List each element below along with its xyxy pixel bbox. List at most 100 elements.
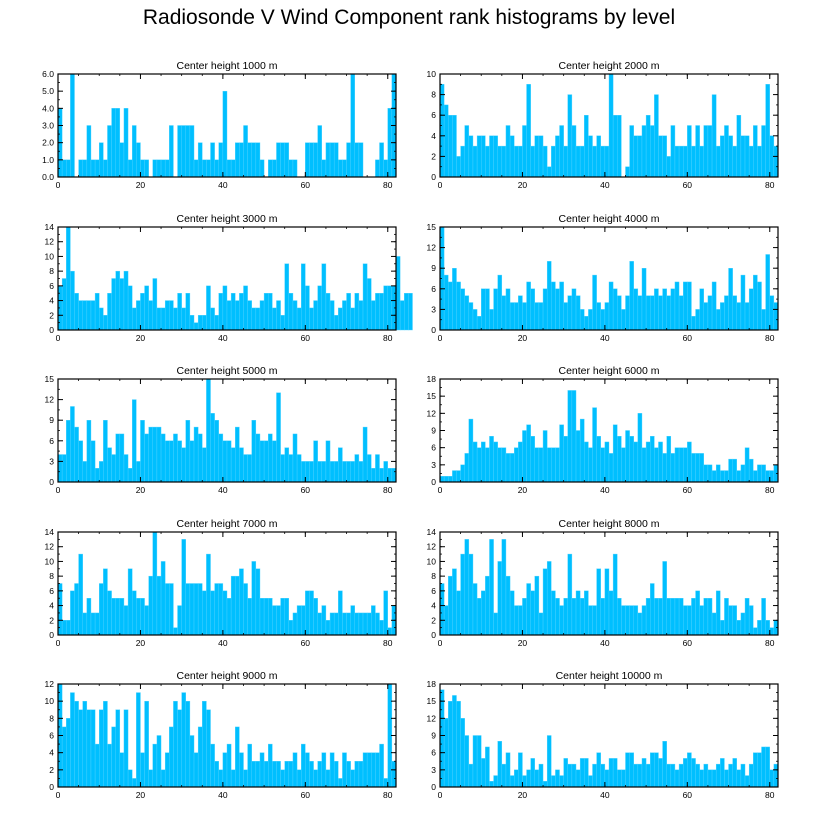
histogram-bar	[765, 620, 770, 636]
histogram-bar	[579, 145, 585, 178]
x-tick-label: 0	[438, 485, 443, 495]
histogram-bar	[654, 752, 659, 788]
histogram-bar	[489, 436, 494, 483]
histogram-bar	[292, 159, 298, 178]
histogram-bar	[169, 583, 174, 636]
histogram-bar	[658, 441, 663, 483]
histogram-bar	[313, 440, 318, 483]
histogram-bar	[559, 775, 564, 788]
x-tick-label: 0	[438, 638, 443, 648]
histogram-bar	[551, 775, 556, 788]
histogram-bar	[604, 441, 610, 483]
histogram-bar	[366, 752, 372, 788]
histogram-bar	[707, 125, 713, 178]
histogram-bar	[78, 709, 83, 788]
histogram-bar	[555, 769, 560, 788]
y-tick-label: 10	[45, 251, 55, 261]
histogram-bar	[579, 309, 585, 331]
histogram-bar	[509, 453, 515, 483]
histogram-bar	[765, 470, 770, 483]
histogram-bar	[489, 781, 494, 788]
histogram-bar	[284, 263, 290, 331]
histogram-bar	[358, 612, 364, 636]
x-tick-label: 40	[600, 333, 610, 343]
histogram-bar	[259, 300, 265, 331]
histogram-bar	[736, 114, 742, 178]
histogram-bar	[280, 142, 285, 178]
histogram-bar	[526, 281, 531, 331]
histogram-bar	[164, 752, 170, 788]
histogram-bar	[74, 293, 79, 331]
histogram-bar	[650, 752, 655, 788]
histogram-bar	[185, 700, 191, 788]
histogram-bar	[395, 256, 401, 331]
histogram-bar	[443, 104, 449, 178]
histogram-bar	[387, 627, 393, 636]
histogram-bar	[654, 94, 659, 178]
histogram-bar	[584, 590, 589, 636]
panel-title: Center height 8000 m	[559, 518, 660, 530]
x-tick-label: 20	[518, 790, 528, 800]
y-tick-label: 6.0	[42, 69, 54, 79]
histogram-bar	[383, 778, 388, 788]
histogram-bar	[375, 454, 380, 483]
histogram-bar	[456, 470, 461, 483]
y-tick-label: 9	[431, 263, 436, 273]
histogram-bar	[452, 268, 457, 331]
histogram-bar	[366, 612, 372, 636]
histogram-bar	[329, 142, 335, 178]
histogram-bar	[404, 293, 409, 331]
histogram-bar	[181, 692, 186, 788]
histogram-bar	[468, 763, 474, 788]
histogram-bar	[160, 561, 166, 636]
histogram-bar	[604, 568, 610, 636]
histogram-bar	[489, 135, 494, 178]
x-tick-label: 60	[683, 790, 693, 800]
x-tick-label: 20	[136, 180, 146, 190]
histogram-bar	[107, 447, 112, 483]
histogram-bar	[230, 769, 236, 788]
histogram-bar	[493, 775, 498, 788]
histogram-bar	[144, 285, 149, 331]
histogram-bar	[99, 307, 104, 331]
histogram-bar	[148, 300, 153, 331]
histogram-bar	[501, 145, 507, 178]
histogram-bar	[596, 436, 601, 483]
histogram-bar	[160, 159, 166, 178]
histogram-bar	[666, 436, 672, 483]
histogram-bar	[235, 726, 240, 788]
histogram-bar	[247, 142, 252, 178]
histogram-bar	[456, 700, 461, 788]
y-tick-label: 2	[431, 151, 436, 161]
histogram-bar	[505, 752, 511, 788]
histogram-bar	[276, 300, 281, 331]
histogram-bar	[724, 769, 729, 788]
histogram-bar	[86, 420, 92, 483]
histogram-bar	[127, 568, 133, 636]
histogram-bar	[765, 84, 770, 178]
histogram-bar	[608, 758, 614, 788]
x-tick-label: 20	[518, 485, 528, 495]
histogram-bar	[115, 433, 121, 483]
histogram-bar	[144, 159, 149, 178]
histogram-bar	[156, 159, 162, 178]
histogram-bar	[472, 441, 478, 483]
histogram-bar	[226, 300, 232, 331]
histogram-bar	[296, 769, 302, 788]
histogram-bar	[476, 447, 482, 483]
histogram-bar	[127, 769, 133, 788]
histogram-bar	[177, 293, 182, 331]
histogram-bar	[156, 735, 162, 788]
histogram-bar	[732, 605, 737, 636]
histogram-bar	[313, 142, 318, 178]
histogram-bar	[131, 307, 137, 331]
histogram-bar	[144, 605, 149, 636]
histogram-bar	[333, 142, 339, 178]
histogram-bar	[119, 278, 125, 331]
y-tick-label: 2.0	[42, 138, 54, 148]
histogram-bar	[579, 598, 585, 636]
y-tick-label: 8	[431, 571, 436, 581]
panel-4: Center height 4000 m 0 20 40 60 80 0 3 6 9 12 15	[427, 213, 779, 343]
x-tick-label: 80	[383, 485, 393, 495]
y-tick-label: 8	[49, 571, 54, 581]
